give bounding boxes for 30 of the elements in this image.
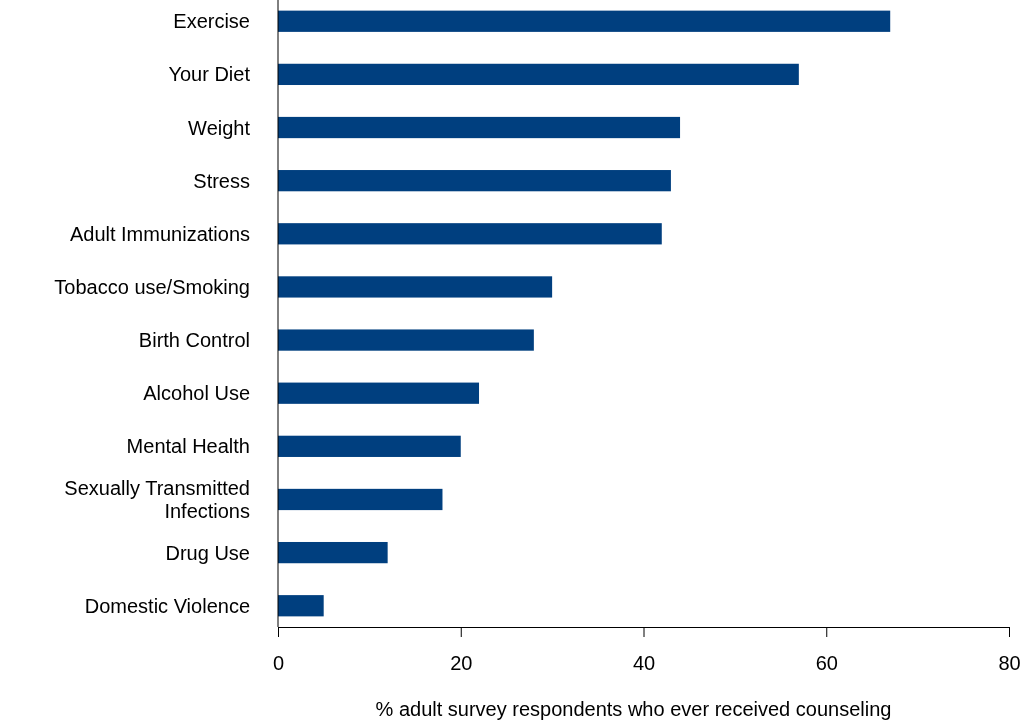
bar (278, 63, 799, 86)
x-tick-label: 40 (632, 652, 656, 674)
y-tick-label: Sexually Transmitted Infections (64, 477, 250, 523)
y-tick-label: Adult Immunizations (69, 222, 250, 245)
y-tick-label: Exercise (173, 10, 250, 33)
x-tick-label: 60 (815, 652, 838, 674)
x-tick-label: 80 (998, 652, 1021, 674)
bar (278, 435, 461, 457)
bar (278, 595, 324, 617)
bar (278, 223, 662, 245)
y-tick-label: Tobacco use/Smoking (54, 275, 250, 298)
x-axis-title: % adult survey respondents who ever received counseling (375, 698, 892, 720)
bar (278, 488, 443, 511)
y-tick-label: Stress (193, 169, 250, 192)
y-tick-label: Drug Use (165, 541, 250, 564)
bar (278, 276, 553, 298)
y-tick-label: Domestic Violence (84, 594, 250, 617)
bar (278, 382, 480, 404)
y-tick-label: Mental Health (126, 435, 250, 458)
x-tick-label: 20 (450, 652, 473, 674)
bar (278, 170, 671, 192)
y-tick-label: Birth Control (138, 329, 250, 352)
y-tick-label: Weight (188, 116, 251, 139)
bar (278, 116, 681, 139)
y-tick-label: Your Diet (168, 63, 251, 86)
bar (278, 541, 388, 564)
bar (278, 329, 534, 351)
x-tick-label: 0 (272, 652, 285, 674)
y-tick-label: Alcohol Use (143, 382, 250, 405)
bar (278, 10, 891, 32)
